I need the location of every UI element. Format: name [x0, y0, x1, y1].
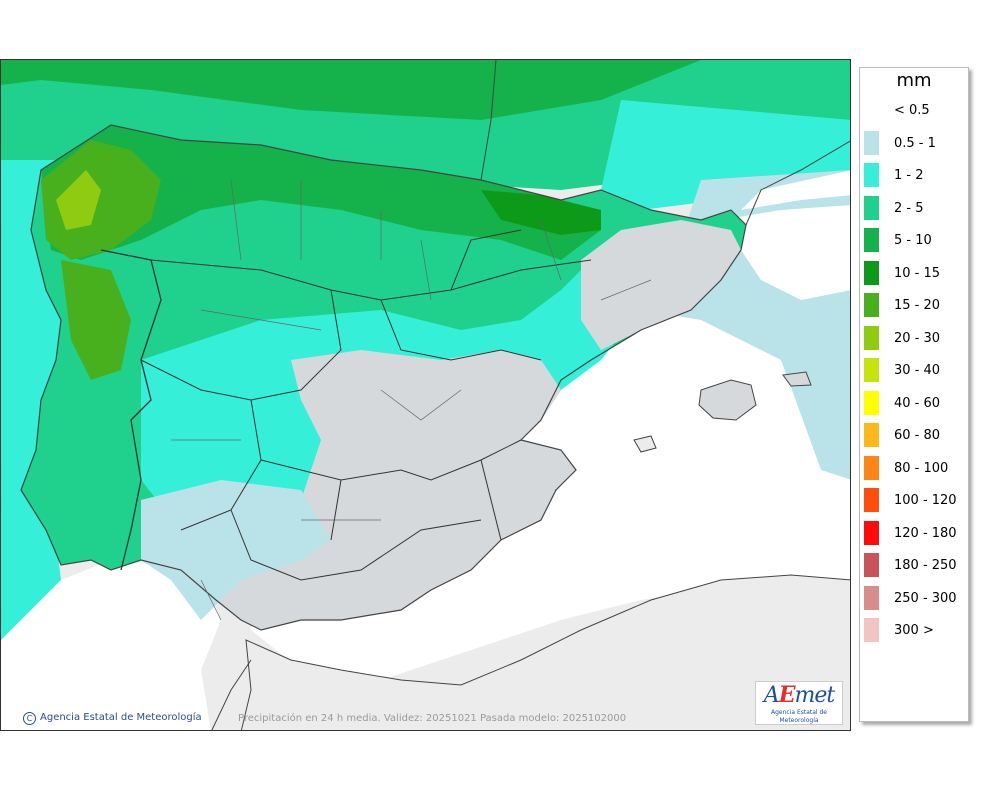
legend-swatch: [864, 455, 879, 480]
legend-swatch: [864, 260, 879, 285]
precipitation-legend: mm < 0.5 0.5 - 1 1 - 2 2 - 5 5 - 10 10 - 15 15…: [859, 67, 969, 722]
aemet-logo-sub: Agencia Estatal de Meteorología: [770, 709, 827, 724]
precip-pyrenees: [481, 190, 601, 235]
precip-sea-north-strong: [1, 60, 701, 120]
island-ibiza: [633, 435, 657, 453]
sea-atlantic-south: [1, 560, 221, 730]
province-borders: [171, 179, 652, 621]
precip-heavy-galicia: [41, 140, 161, 260]
legend-label: 40 - 60: [894, 395, 941, 411]
legend-label: 20 - 30: [894, 330, 941, 346]
legend-label: 300 >: [894, 623, 934, 638]
iberia-coastline: [20, 124, 747, 631]
legend-swatch: [864, 488, 879, 512]
copyright-icon: C: [23, 712, 36, 725]
legend-swatch: [864, 423, 879, 447]
legend-item: 100 - 120: [864, 488, 968, 512]
legend-item: 10 - 15: [864, 260, 968, 285]
legend-item: 2 - 5: [864, 195, 968, 220]
strait-border: [211, 659, 252, 730]
legend-label: 60 - 80: [894, 428, 941, 443]
precip-light-south: [141, 480, 331, 620]
legend-swatch: [864, 358, 879, 382]
legend-label: 10 - 15: [894, 265, 941, 281]
legend-swatch: [864, 325, 879, 350]
legend-swatch: [864, 98, 879, 122]
island-menorca: [782, 371, 812, 387]
legend-label: 30 - 40: [894, 363, 941, 378]
legend-label: 15 - 20: [894, 298, 941, 313]
legend-swatch: [864, 585, 879, 610]
legend-item: 20 - 30: [864, 325, 968, 350]
legend-item: 120 - 180: [864, 520, 968, 545]
legend-item: 60 - 80: [864, 423, 968, 447]
legend-item: 180 - 250: [864, 553, 968, 577]
legend-item: 250 - 300: [864, 585, 968, 610]
legend-label: 1 - 2: [894, 168, 924, 183]
legend-item: < 0.5: [864, 98, 968, 122]
legend-label: 2 - 5: [894, 200, 924, 216]
legend-item: 0.5 - 1: [864, 130, 968, 155]
legend-label: 180 - 250: [894, 558, 957, 573]
legend-label: 100 - 120: [894, 493, 957, 508]
region-borders: [140, 229, 592, 581]
france-border: [480, 60, 497, 181]
legend-label: 250 - 300: [894, 590, 957, 606]
legend-item: 15 - 20: [864, 293, 968, 317]
portugal-border: [100, 249, 162, 571]
legend-swatch: [864, 293, 879, 317]
precipitation-map: C Agencia Estatal de Meteorología Precipi…: [0, 59, 851, 731]
africa-coast: [240, 574, 850, 730]
legend-label: 5 - 10: [894, 233, 932, 248]
aemet-logo-mark: AEmet: [763, 682, 835, 708]
precip-west-portugal: [61, 260, 131, 380]
validity-footer: Precipitación en 24 h media. Validez: 20…: [238, 713, 627, 724]
legend-swatch: [864, 390, 879, 415]
legend-item: 30 - 40: [864, 358, 968, 382]
sea-gulf-lion: [721, 205, 850, 300]
precip-strong-north: [41, 125, 601, 260]
credit-label: C Agencia Estatal de Meteorología: [23, 712, 202, 725]
legend-swatch: [864, 163, 879, 187]
legend-swatch: [864, 195, 879, 220]
legend-label: 80 - 100: [894, 460, 949, 476]
legend-label: < 0.5: [894, 103, 930, 118]
legend-label: 0.5 - 1: [894, 135, 936, 151]
island-mallorca: [698, 379, 757, 421]
legend-item: 40 - 60: [864, 390, 968, 415]
legend-swatch: [864, 130, 879, 155]
legend-item: 1 - 2: [864, 163, 968, 187]
map-graphic: [1, 60, 850, 730]
precip-heavy-galicia-core: [56, 170, 101, 230]
legend-unit: mm: [896, 70, 932, 91]
legend-item: 80 - 100: [864, 455, 968, 480]
aemet-logo: AEmet Agencia Estatal de Meteorología: [755, 681, 843, 725]
legend-label: 120 - 180: [894, 525, 957, 541]
legend-item: 5 - 10: [864, 228, 968, 252]
credit-text: Agencia Estatal de Meteorología: [40, 712, 202, 723]
legend-swatch: [864, 618, 879, 642]
france-coast: [745, 140, 850, 226]
legend-item: 300 >: [864, 618, 968, 642]
sea-east-north: [741, 170, 850, 210]
precip-none-northeast: [581, 220, 741, 350]
legend-swatch: [864, 553, 879, 577]
legend-swatch: [864, 520, 879, 545]
legend-swatch: [864, 228, 879, 252]
